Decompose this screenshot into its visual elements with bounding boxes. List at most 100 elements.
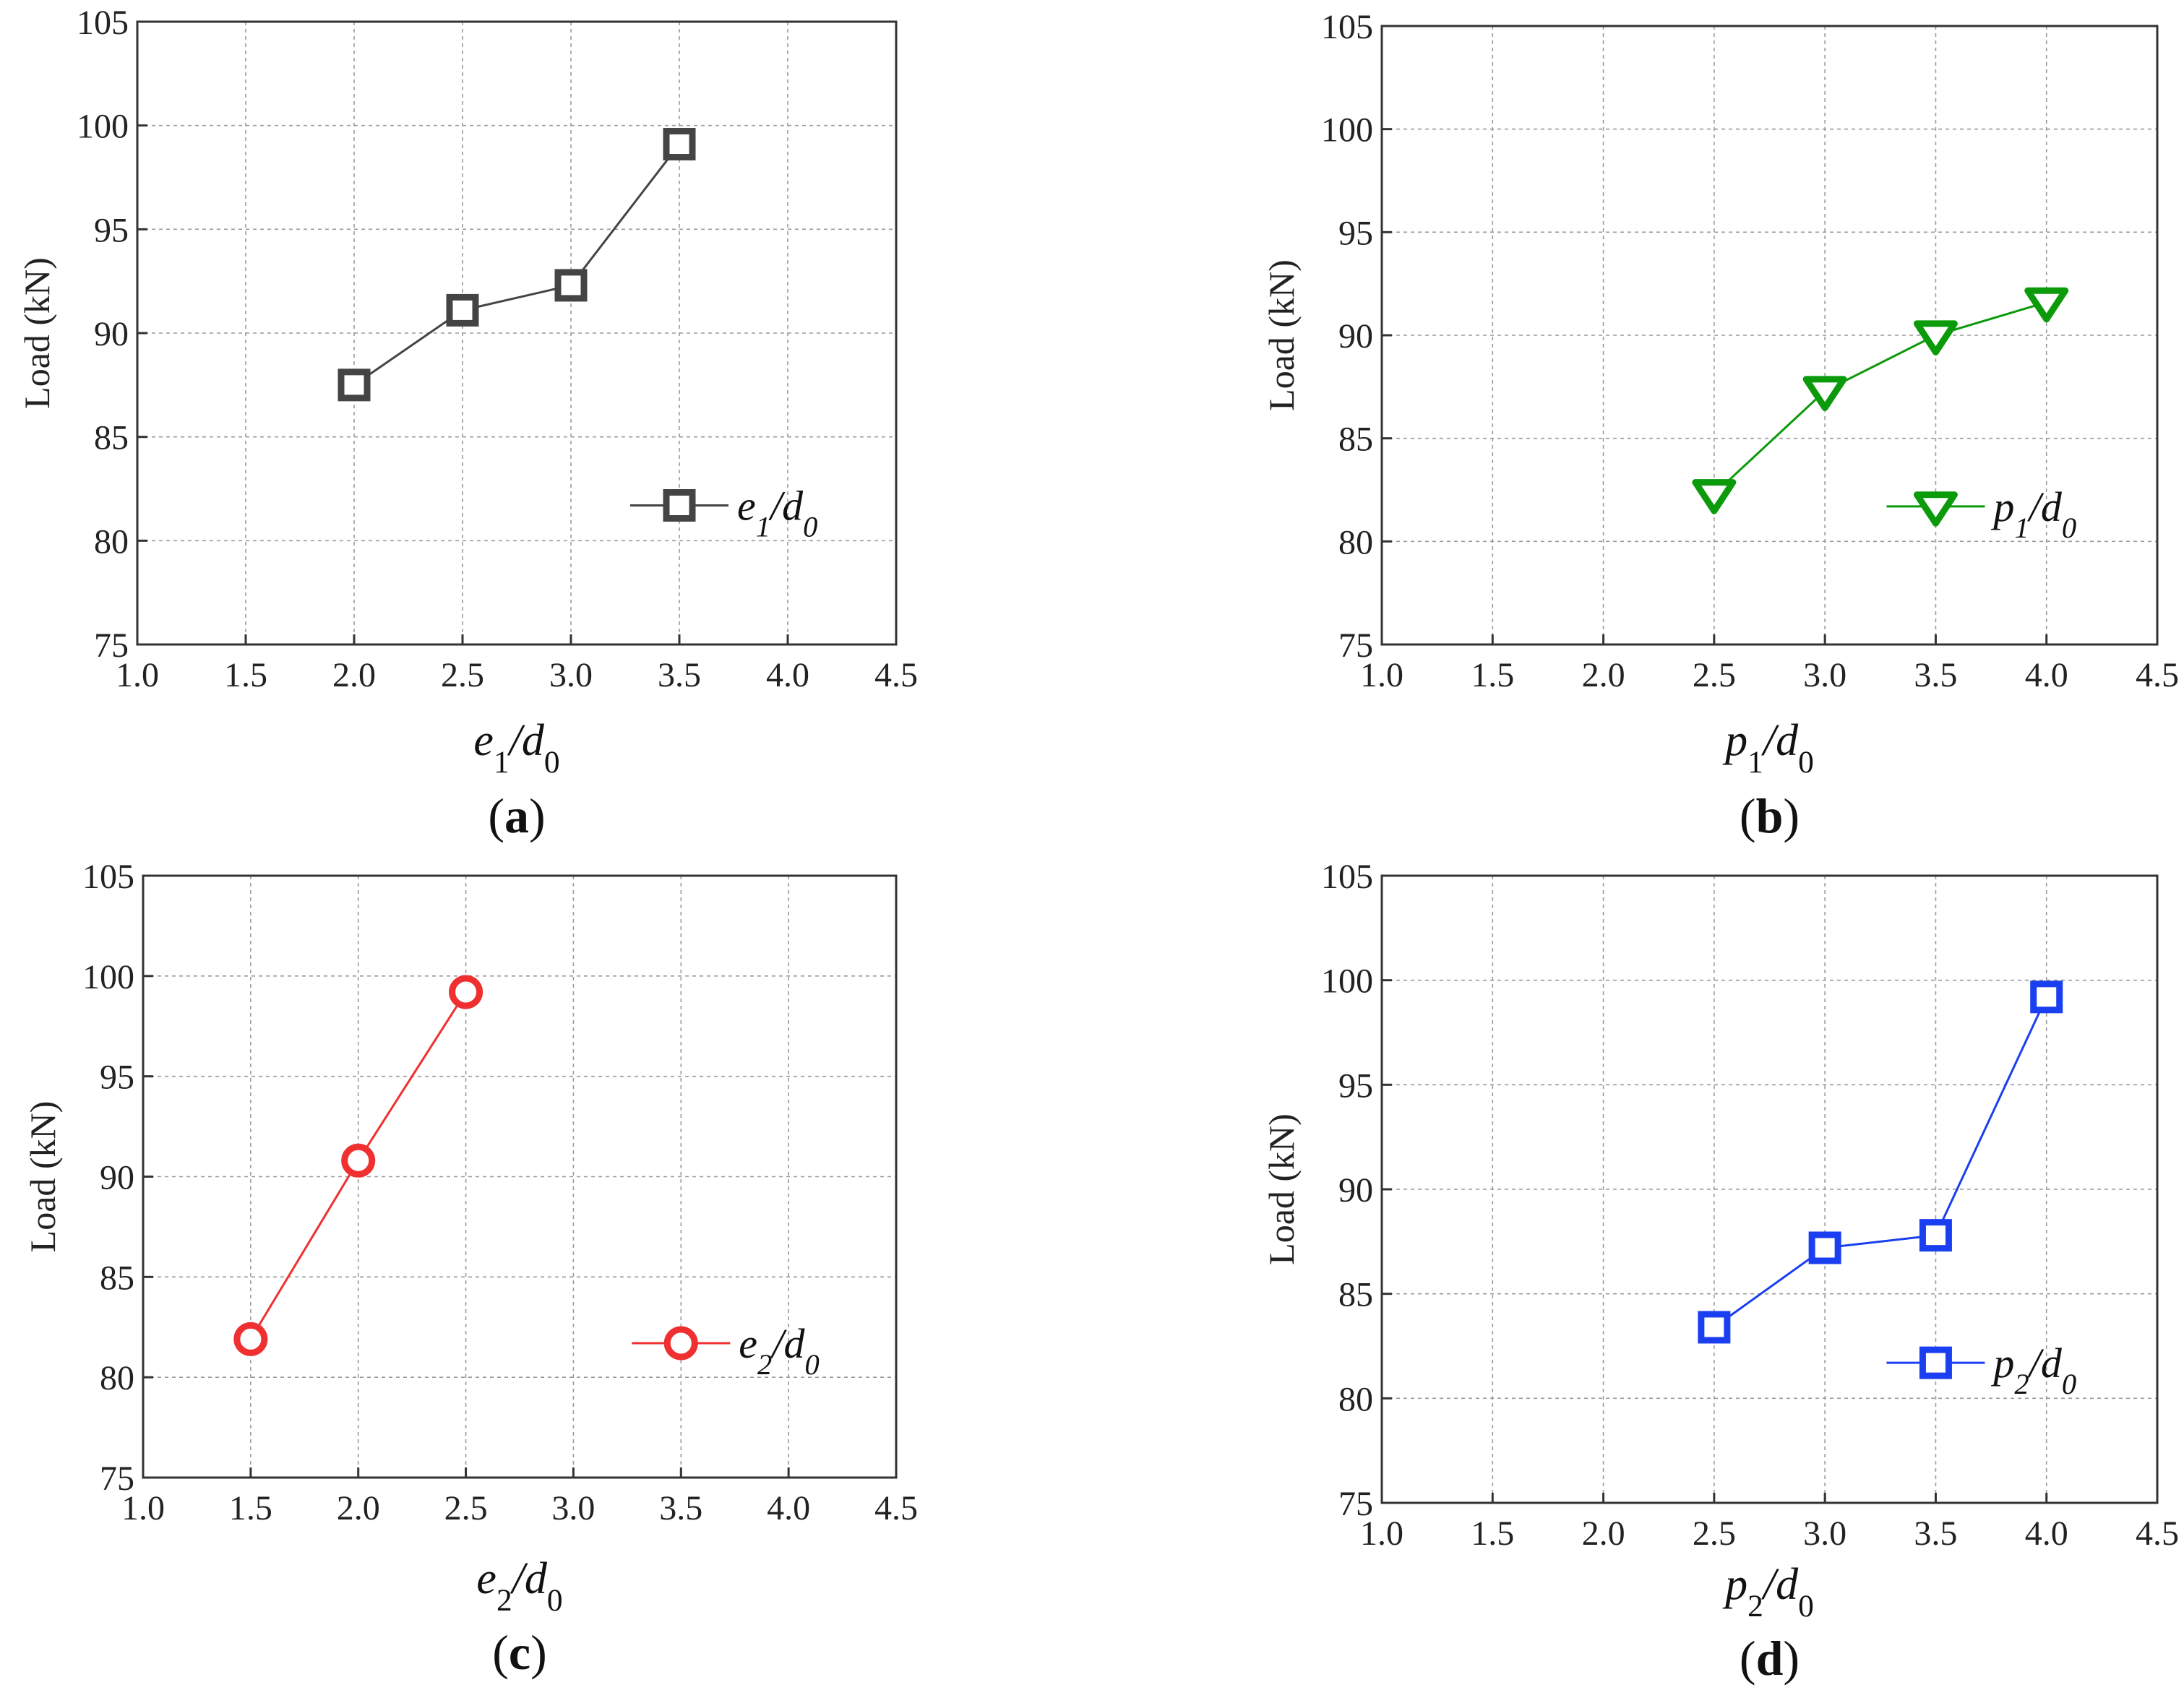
legend-label: p2/d0 [1990,1340,2076,1400]
x-tick-label: 2.5 [441,656,484,694]
x-tick-label: 3.0 [549,656,593,694]
caption-letter: d [1756,1631,1784,1686]
x-tick-label: 2.0 [337,1489,380,1527]
x-tick-label: 3.0 [1803,656,1846,694]
y-axis-label: Load (kN) [22,1101,63,1253]
data-point [338,368,371,402]
y-tick-label: 85 [1338,1276,1373,1314]
legend-marker [1919,1346,1952,1379]
data-point [449,975,483,1009]
x-axis-label-main: e [476,1554,496,1603]
data-point [2030,980,2063,1014]
legend-label-tail: /d [768,482,804,529]
y-tick-label: 75 [100,1460,134,1498]
x-tick-label: 1.0 [1360,1514,1403,1553]
y-tick-label: 100 [82,958,134,996]
y-tick-label: 80 [1338,523,1373,561]
legend-label: e2/d0 [739,1320,819,1381]
x-tick-label: 1.5 [1471,1514,1514,1553]
legend-label: e1/d0 [737,482,817,543]
x-axis-label-sub2: 0 [547,1583,563,1618]
x-tick-label: 4.0 [767,1489,810,1527]
legend-label-sub: 2 [2014,1368,2029,1400]
data-point [2024,287,2069,323]
x-tick-label: 1.5 [229,1489,272,1527]
legend-marker [1913,491,1958,527]
data-point [341,1143,376,1178]
panel-caption: (a) [488,788,545,843]
x-tick-label: 2.0 [1582,1514,1625,1553]
x-axis-label-sub2: 0 [544,745,560,780]
y-tick-label: 105 [1321,8,1373,46]
x-tick-label: 2.5 [444,1489,488,1527]
x-axis-label-main: e [473,716,494,765]
series-line [353,143,681,387]
caption-paren-open: ( [488,788,504,843]
data-point [446,293,479,327]
chart-panel-d: 1.0 1.5 2.0 2.5 3.0 3.5 4.0 4.5 75 80 85 90 95 100 105… [1261,858,2179,1686]
y-axis-label: Load (kN) [17,257,57,409]
caption-paren-close: ) [1783,1631,1800,1686]
y-tick-label: 75 [1338,626,1373,665]
data-point [1919,1219,1952,1252]
y-tick-label: 90 [100,1159,134,1197]
y-tick-label: 85 [100,1259,134,1297]
x-axis-label-tail: /d [1761,716,1799,765]
caption-paren-close: ) [530,1625,547,1680]
x-axis-label: e1/d0 [473,716,559,780]
legend-label-sub2: 0 [804,1348,819,1380]
x-tick-label: 1.0 [1360,656,1403,694]
x-axis-label-main: p [1722,1560,1747,1609]
y-tick-label: 90 [1338,1171,1373,1210]
y-axis-label: Load (kN) [1261,259,1302,411]
x-axis-label-sub2: 0 [1798,745,1814,780]
legend-label-main: e [737,482,756,529]
x-tick-label: 4.5 [874,1489,918,1527]
y-tick-label: 75 [1338,1485,1373,1523]
x-tick-label: 2.0 [332,656,376,694]
x-axis-label-tail: /d [510,1554,548,1603]
x-tick-label: 3.5 [659,1489,702,1527]
x-axis-label: e2/d0 [476,1554,562,1618]
y-tick-label: 80 [94,522,129,561]
x-tick-label: 1.5 [224,656,267,694]
x-tick-label: 3.0 [551,1489,595,1527]
caption-paren-close: ) [1783,788,1800,843]
y-tick-label: 100 [1321,111,1373,150]
panel-caption: (c) [492,1625,547,1680]
x-axis-label-main: p [1722,716,1747,765]
legend-label-tail: /d [2027,1340,2063,1387]
data-point [1808,1231,1841,1264]
data-point [663,128,696,161]
y-tick-label: 90 [94,315,129,353]
y-tick-label: 95 [1338,214,1373,252]
legend-label-main: e [739,1320,757,1367]
legend-label-sub2: 0 [2062,1368,2076,1400]
chart-panel-a: 1.0 1.5 2.0 2.5 3.0 3.5 4.0 4.57580859095100105… [17,4,918,843]
series-line [1713,301,2047,495]
x-tick-label: 1.0 [116,656,159,694]
caption-letter: a [504,788,529,843]
x-tick-label: 3.5 [658,656,701,694]
chart-panel-c: 1.0 1.5 2.0 2.5 3.0 3.5 4.0 4.5 75 80 85 90 95 100 105… [22,858,918,1680]
y-tick-label: 95 [94,211,129,249]
legend-label-main: p [1990,483,2014,530]
caption-letter: b [1756,788,1784,843]
data-point [1698,1311,1731,1344]
x-tick-label: 3.0 [1803,1514,1846,1553]
legend-label-main: p [1990,1340,2014,1387]
y-axis-label: Load (kN) [1261,1113,1302,1265]
chart-panel-b: 1.0 1.5 2.0 2.5 3.0 3.5 4.0 4.57580859095100105… [1261,8,2179,843]
legend-label: p1/d0 [1990,483,2076,544]
caption-paren-open: ( [1740,1631,1756,1686]
x-axis-label-sub: 1 [1747,745,1763,780]
x-tick-label: 4.5 [2136,1514,2179,1553]
legend-label-tail: /d [770,1320,805,1367]
x-tick-label: 1.5 [1471,656,1514,694]
y-tick-label: 85 [1338,421,1373,459]
y-tick-label: 100 [77,108,129,146]
x-axis-label: p1/d0 [1722,716,1814,780]
x-axis-label-tail: /d [1761,1560,1799,1609]
x-axis-label-tail: /d [507,716,545,765]
data-point [233,1322,268,1356]
